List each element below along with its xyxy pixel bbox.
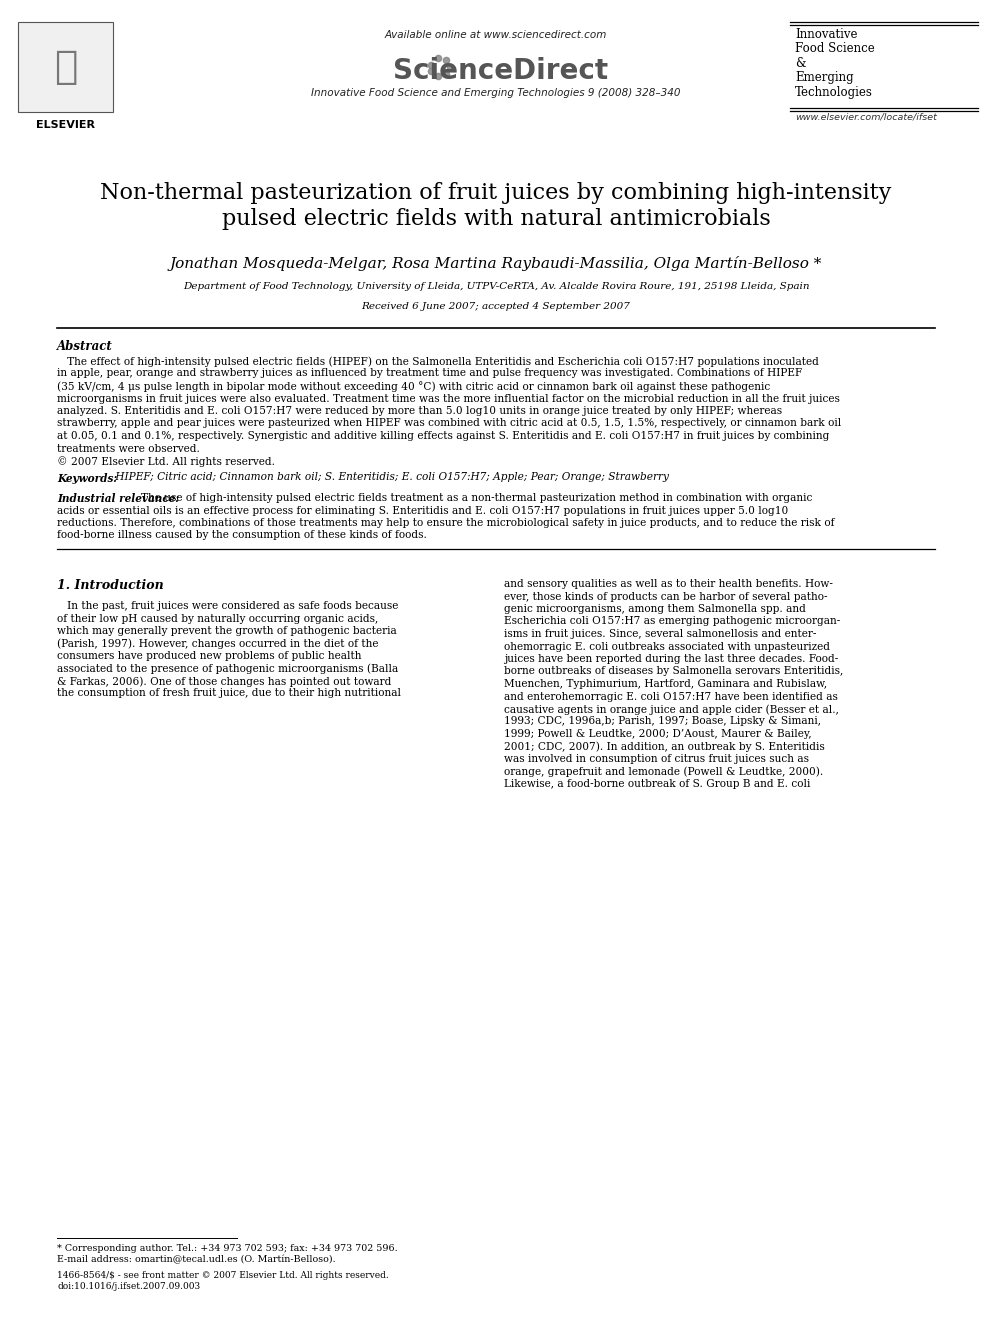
Text: Likewise, a food-borne outbreak of S. Group B and E. coli: Likewise, a food-borne outbreak of S. Gr… [504, 779, 810, 789]
Text: 1466-8564/$ - see front matter © 2007 Elsevier Ltd. All rights reserved.: 1466-8564/$ - see front matter © 2007 El… [57, 1271, 389, 1279]
Text: pulsed electric fields with natural antimicrobials: pulsed electric fields with natural anti… [221, 208, 771, 230]
Text: consumers have produced new problems of public health: consumers have produced new problems of … [57, 651, 361, 662]
Text: ever, those kinds of products can be harbor of several patho-: ever, those kinds of products can be har… [504, 591, 827, 602]
Text: which may generally prevent the growth of pathogenic bacteria: which may generally prevent the growth o… [57, 626, 397, 636]
Text: Innovative: Innovative [795, 28, 857, 41]
Text: Available online at www.sciencedirect.com: Available online at www.sciencedirect.co… [385, 30, 607, 40]
Text: Technologies: Technologies [795, 86, 873, 99]
Text: Emerging: Emerging [795, 71, 854, 85]
Text: © 2007 Elsevier Ltd. All rights reserved.: © 2007 Elsevier Ltd. All rights reserved… [57, 456, 275, 467]
Text: the consumption of fresh fruit juice, due to their high nutritional: the consumption of fresh fruit juice, du… [57, 688, 401, 699]
Text: analyzed. S. Enteritidis and E. coli O157:H7 were reduced by more than 5.0 log10: analyzed. S. Enteritidis and E. coli O15… [57, 406, 782, 415]
Text: 1993; CDC, 1996a,b; Parish, 1997; Boase, Lipsky & Simani,: 1993; CDC, 1996a,b; Parish, 1997; Boase,… [504, 717, 821, 726]
Bar [18, 22, 113, 112]
Text: Escherichia coli O157:H7 as emerging pathogenic microorgan-: Escherichia coli O157:H7 as emerging pat… [504, 617, 840, 627]
Text: In the past, fruit juices were considered as safe foods because: In the past, fruit juices were considere… [57, 601, 399, 611]
Text: (Parish, 1997). However, changes occurred in the diet of the: (Parish, 1997). However, changes occurre… [57, 639, 379, 650]
Text: genic microorganisms, among them Salmonella spp. and: genic microorganisms, among them Salmone… [504, 605, 806, 614]
Text: and sensory qualities as well as to their health benefits. How-: and sensory qualities as well as to thei… [504, 579, 833, 589]
Text: acids or essential oils is an effective process for eliminating S. Enteritidis a: acids or essential oils is an effective … [57, 505, 789, 516]
Text: * Corresponding author. Tel.: +34 973 702 593; fax: +34 973 702 596.: * Corresponding author. Tel.: +34 973 70… [57, 1244, 398, 1253]
Text: ScienceDirect: ScienceDirect [394, 57, 608, 85]
Text: www.elsevier.com/locate/ifset: www.elsevier.com/locate/ifset [795, 112, 936, 122]
Text: The use of high-intensity pulsed electric fields treatment as a non-thermal past: The use of high-intensity pulsed electri… [141, 493, 812, 503]
Text: Department of Food Technology, University of Lleida, UTPV-CeRTA, Av. Alcalde Rov: Department of Food Technology, Universit… [183, 282, 809, 291]
Text: 1999; Powell & Leudtke, 2000; D’Aoust, Maurer & Bailey,: 1999; Powell & Leudtke, 2000; D’Aoust, M… [504, 729, 811, 740]
Text: Non-thermal pasteurization of fruit juices by combining high-intensity: Non-thermal pasteurization of fruit juic… [100, 183, 892, 204]
Text: ELSEVIER: ELSEVIER [36, 120, 95, 130]
Text: and enterohemorragic E. coli O157:H7 have been identified as: and enterohemorragic E. coli O157:H7 hav… [504, 692, 838, 701]
Text: of their low pH caused by naturally occurring organic acids,: of their low pH caused by naturally occu… [57, 614, 378, 623]
Text: Innovative Food Science and Emerging Technologies 9 (2008) 328–340: Innovative Food Science and Emerging Tec… [311, 89, 681, 98]
Text: juices have been reported during the last three decades. Food-: juices have been reported during the las… [504, 654, 838, 664]
Text: E-mail address: omartin@tecal.udl.es (O. Martín-Belloso).: E-mail address: omartin@tecal.udl.es (O.… [57, 1256, 335, 1265]
Text: Received 6 June 2007; accepted 4 September 2007: Received 6 June 2007; accepted 4 Septemb… [361, 302, 631, 311]
Text: & Farkas, 2006). One of those changes has pointed out toward: & Farkas, 2006). One of those changes ha… [57, 676, 392, 687]
Text: &: & [795, 57, 806, 70]
Text: microorganisms in fruit juices were also evaluated. Treatment time was the more : microorganisms in fruit juices were also… [57, 393, 840, 404]
Text: HIPEF; Citric acid; Cinnamon bark oil; S. Enteritidis; E. coli O157:H7; Apple; P: HIPEF; Citric acid; Cinnamon bark oil; S… [112, 472, 669, 483]
Text: food-borne illness caused by the consumption of these kinds of foods.: food-borne illness caused by the consump… [57, 531, 427, 541]
Text: orange, grapefruit and lemonade (Powell & Leudtke, 2000).: orange, grapefruit and lemonade (Powell … [504, 766, 823, 777]
Text: Jonathan Mosqueda-Melgar, Rosa Martina Raybaudi-Massilia, Olga Martín-Belloso *: Jonathan Mosqueda-Melgar, Rosa Martina R… [170, 255, 822, 271]
Text: at 0.05, 0.1 and 0.1%, respectively. Synergistic and additive killing effects ag: at 0.05, 0.1 and 0.1%, respectively. Syn… [57, 431, 829, 441]
Text: in apple, pear, orange and strawberry juices as influenced by treatment time and: in apple, pear, orange and strawberry ju… [57, 369, 803, 378]
Text: strawberry, apple and pear juices were pasteurized when HIPEF was combined with : strawberry, apple and pear juices were p… [57, 418, 841, 429]
Text: was involved in consumption of citrus fruit juices such as: was involved in consumption of citrus fr… [504, 754, 809, 763]
Text: Industrial relevance:: Industrial relevance: [57, 493, 180, 504]
Text: isms in fruit juices. Since, several salmonellosis and enter-: isms in fruit juices. Since, several sal… [504, 628, 816, 639]
Text: ohemorragic E. coli outbreaks associated with unpasteurized: ohemorragic E. coli outbreaks associated… [504, 642, 830, 651]
Text: The effect of high-intensity pulsed electric fields (HIPEF) on the Salmonella En: The effect of high-intensity pulsed elec… [57, 356, 818, 366]
Text: Keywords:: Keywords: [57, 472, 117, 483]
Text: 2001; CDC, 2007). In addition, an outbreak by S. Enteritidis: 2001; CDC, 2007). In addition, an outbre… [504, 741, 824, 751]
Text: doi:10.1016/j.ifset.2007.09.003: doi:10.1016/j.ifset.2007.09.003 [57, 1282, 200, 1291]
Text: causative agents in orange juice and apple cider (Besser et al.,: causative agents in orange juice and app… [504, 704, 839, 714]
Text: reductions. Therefore, combinations of those treatments may help to ensure the m: reductions. Therefore, combinations of t… [57, 519, 834, 528]
Text: associated to the presence of pathogenic microorganisms (Balla: associated to the presence of pathogenic… [57, 664, 398, 673]
Text: 1. Introduction: 1. Introduction [57, 579, 164, 591]
Text: Food Science: Food Science [795, 42, 875, 56]
Text: Muenchen, Typhimurium, Hartford, Gaminara and Rubislaw,: Muenchen, Typhimurium, Hartford, Gaminar… [504, 679, 827, 689]
Text: treatments were observed.: treatments were observed. [57, 443, 199, 454]
Text: borne outbreaks of diseases by Salmonella serovars Enteritidis,: borne outbreaks of diseases by Salmonell… [504, 667, 843, 676]
Text: 🌲: 🌲 [54, 48, 77, 86]
Text: (35 kV/cm, 4 μs pulse length in bipolar mode without exceeding 40 °C) with citri: (35 kV/cm, 4 μs pulse length in bipolar … [57, 381, 770, 392]
Text: Abstract: Abstract [57, 340, 113, 353]
